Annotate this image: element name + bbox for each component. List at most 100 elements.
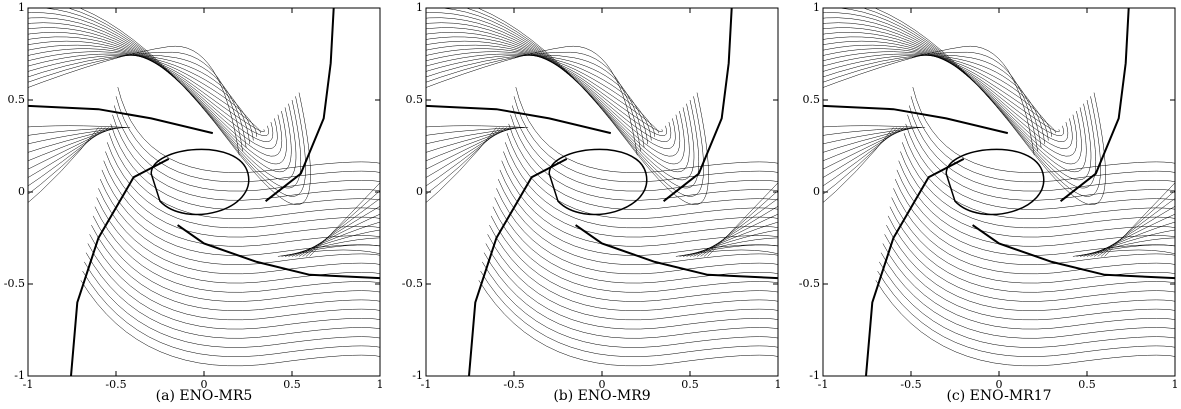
contour-line bbox=[476, 8, 709, 205]
x-tick-label: -0.5 bbox=[900, 378, 921, 391]
flow-field bbox=[28, 8, 380, 376]
shear-layer bbox=[69, 158, 170, 376]
y-tick-label: -1 bbox=[412, 369, 423, 382]
contour-line bbox=[28, 36, 274, 142]
central-bubble bbox=[945, 148, 1045, 216]
contour-line bbox=[823, 17, 1087, 173]
contour-line bbox=[823, 53, 1049, 141]
contour-line bbox=[1072, 249, 1175, 257]
central-bubble bbox=[150, 148, 250, 216]
contour-line bbox=[28, 27, 283, 157]
contour-line bbox=[1076, 244, 1175, 257]
contour-line bbox=[862, 8, 1101, 197]
contour-line bbox=[511, 105, 778, 192]
contour-line bbox=[28, 127, 124, 145]
contour-line bbox=[426, 51, 656, 137]
contour-line bbox=[879, 261, 1175, 348]
contour-line bbox=[823, 48, 1056, 134]
contour-line bbox=[438, 8, 700, 189]
x-tick-label: 1 bbox=[775, 378, 782, 391]
contour-line bbox=[873, 8, 1106, 205]
contour-line bbox=[492, 206, 778, 293]
contour-line bbox=[28, 44, 265, 133]
contour-line bbox=[89, 234, 380, 321]
contour-line bbox=[823, 36, 1069, 142]
contour-line bbox=[823, 54, 1042, 148]
contour-line bbox=[823, 127, 901, 187]
shear-layer bbox=[972, 224, 1175, 280]
flow-field bbox=[823, 8, 1175, 376]
contour-line bbox=[426, 125, 529, 128]
contour-line bbox=[875, 280, 1175, 367]
x-tick-label: -1 bbox=[421, 378, 432, 391]
x-tick-label: 0.5 bbox=[1078, 378, 1096, 391]
panel: -1 -0.5 0 0.5 1 -1 -0.5 0 0.5 1 (b) ENO-MR9 bbox=[402, 1, 782, 404]
contour-line bbox=[426, 127, 504, 187]
contour-line bbox=[889, 206, 1175, 293]
contour-line bbox=[700, 198, 778, 257]
contour-line bbox=[823, 125, 926, 128]
contour-line bbox=[1104, 182, 1175, 257]
contour-line bbox=[903, 133, 1175, 219]
contour-line bbox=[426, 127, 515, 162]
contour-line bbox=[113, 105, 380, 192]
contour-line bbox=[87, 243, 380, 330]
panel: -1 -0.5 0 0.5 1 -1 -0.5 0 0.5 1 (a) ENO-MR5 bbox=[4, 1, 384, 404]
contour-line bbox=[823, 55, 1046, 145]
contour-line bbox=[96, 197, 380, 284]
contour-line bbox=[28, 127, 106, 187]
contour-line bbox=[105, 151, 380, 238]
y-tick-label: -1 bbox=[809, 369, 820, 382]
contour-line bbox=[506, 133, 778, 219]
contour-line bbox=[108, 133, 380, 219]
contour-line bbox=[40, 8, 302, 189]
contour-line bbox=[302, 198, 380, 257]
contour-line bbox=[426, 45, 638, 156]
contour-line bbox=[510, 114, 778, 201]
shear-layer bbox=[1059, 8, 1130, 202]
contour-line bbox=[92, 215, 380, 302]
x-tick-label: 0.5 bbox=[283, 378, 301, 391]
contour-line bbox=[94, 206, 380, 293]
contour-line bbox=[508, 123, 778, 210]
contour-line bbox=[426, 55, 649, 145]
contour-line bbox=[28, 48, 261, 134]
x-tick-label: -0.5 bbox=[105, 378, 126, 391]
x-tick-label: -1 bbox=[23, 378, 34, 391]
contour-line bbox=[84, 261, 380, 348]
x-tick-label: -1 bbox=[818, 378, 829, 391]
contour-line bbox=[426, 127, 518, 153]
contour-line bbox=[679, 244, 778, 257]
contour-line bbox=[894, 179, 1175, 265]
shear-layer bbox=[467, 158, 568, 376]
contour-line bbox=[707, 182, 778, 257]
shear-layer bbox=[864, 158, 965, 376]
contour-line bbox=[496, 188, 778, 275]
contour-line bbox=[823, 45, 1035, 156]
contour-line bbox=[309, 182, 380, 257]
contour-line bbox=[503, 151, 778, 238]
contour-line bbox=[305, 190, 380, 257]
contour-line bbox=[28, 54, 247, 148]
contour-line bbox=[900, 151, 1175, 238]
x-tick-label: 1 bbox=[377, 378, 384, 391]
contour-line bbox=[882, 243, 1175, 330]
contour-line bbox=[426, 40, 667, 136]
contour-line bbox=[835, 8, 1097, 189]
y-tick-label: 0 bbox=[416, 185, 423, 198]
shear-layer bbox=[662, 8, 733, 202]
contour-line bbox=[823, 40, 1064, 136]
contour-line bbox=[28, 127, 117, 162]
contour-line bbox=[80, 280, 380, 367]
y-tick-label: 0.5 bbox=[406, 93, 424, 106]
contour-line bbox=[823, 51, 1038, 152]
contour-line bbox=[82, 270, 380, 357]
contour-line bbox=[884, 234, 1175, 321]
contour-line bbox=[905, 123, 1175, 210]
y-tick-label: 1 bbox=[813, 1, 820, 14]
contour-line bbox=[504, 142, 778, 229]
contour-line bbox=[28, 127, 127, 136]
contour-line bbox=[28, 45, 240, 156]
contour-line bbox=[891, 197, 1175, 284]
